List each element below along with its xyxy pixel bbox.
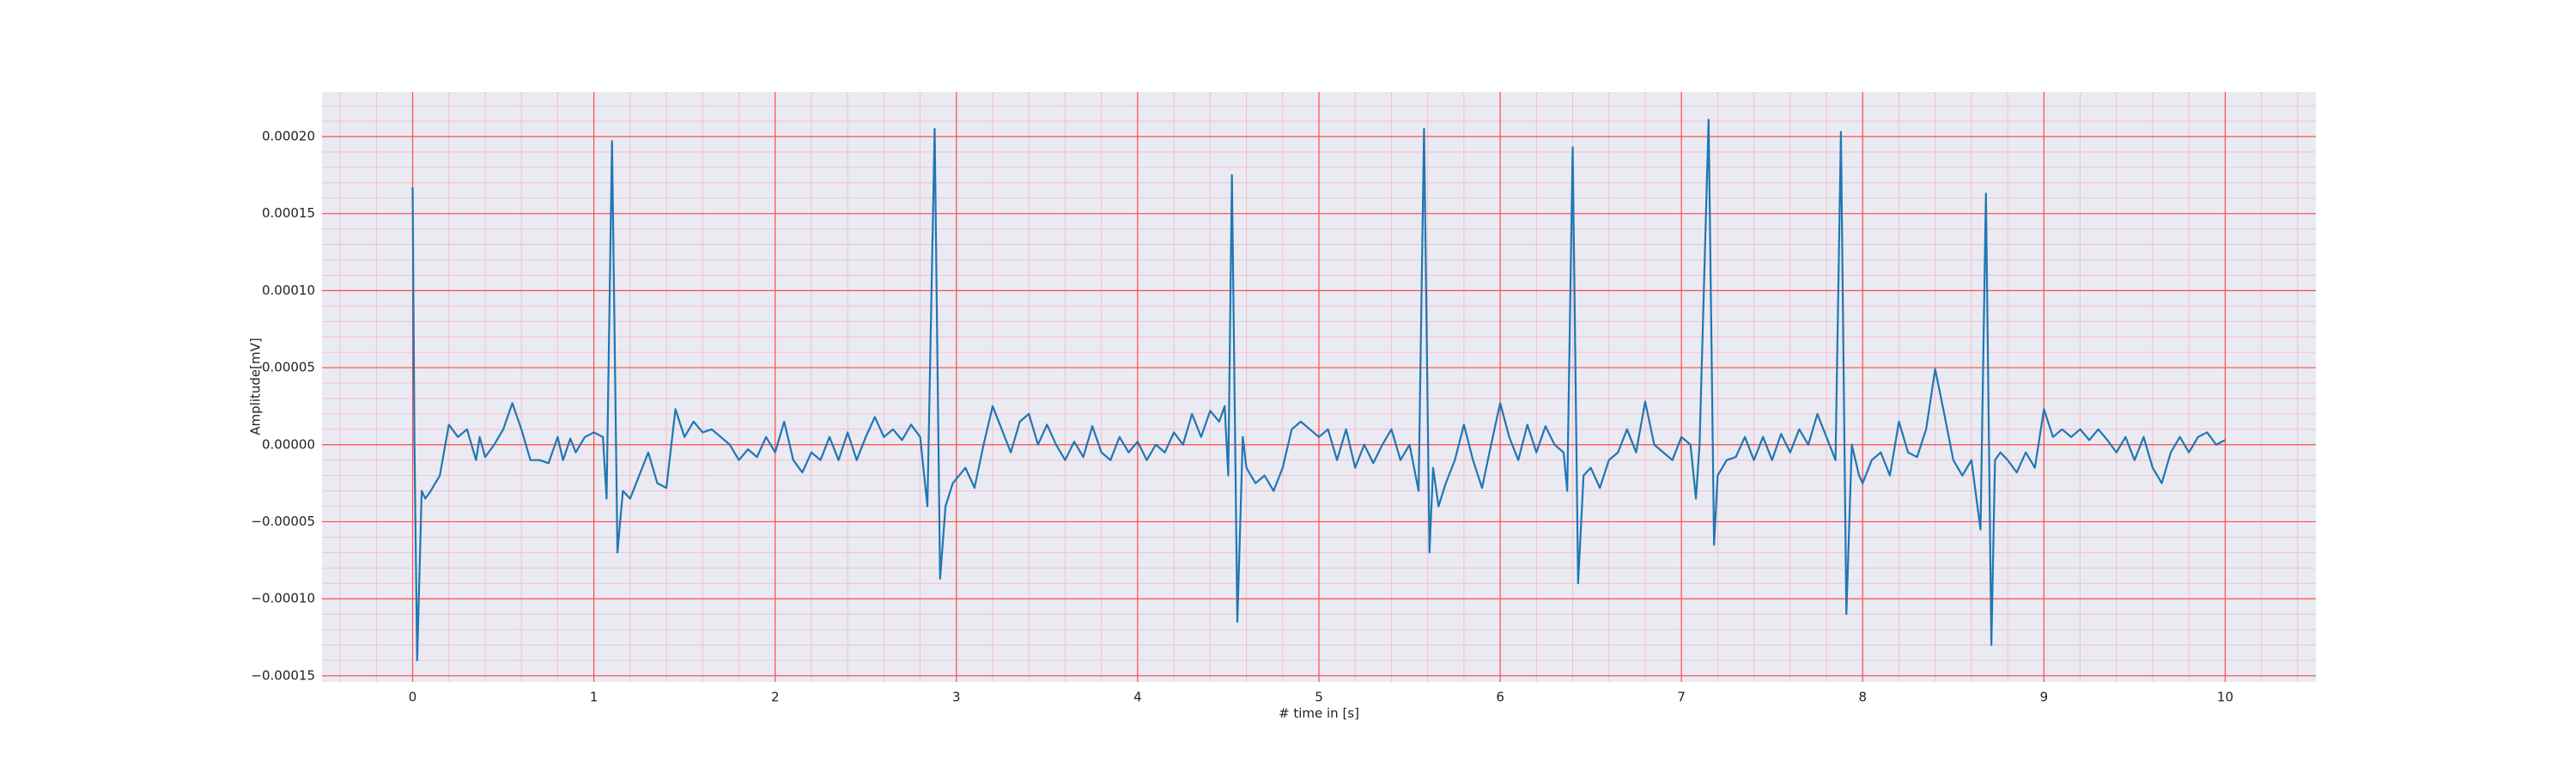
x-tick-label: 4 (1133, 690, 1142, 705)
y-tick-label: −0.00015 (251, 667, 315, 683)
x-tick-label: 3 (952, 690, 961, 705)
y-axis-label: Amplitude[mV] (248, 338, 264, 435)
y-tick-label: 0.00020 (262, 129, 315, 144)
y-tick-label: 0.00015 (262, 205, 315, 221)
y-tick-label: −0.00005 (251, 514, 315, 529)
y-tick-label: 0.00010 (262, 283, 315, 298)
x-axis-label: # time in [s] (1279, 706, 1359, 721)
x-tick-label: 8 (1858, 690, 1867, 705)
x-tick-label: 2 (771, 690, 780, 705)
x-tick-label: 10 (2217, 690, 2233, 705)
x-tick-label: 5 (1315, 690, 1323, 705)
x-tick-label: 9 (2040, 690, 2049, 705)
y-tick-label: −0.00010 (251, 591, 315, 606)
signal-line (411, 119, 2226, 661)
x-tick-label: 1 (590, 690, 598, 705)
y-tick-label: 0.00000 (262, 436, 315, 452)
x-tick-label: 7 (1677, 690, 1686, 705)
x-tick-label: 0 (409, 690, 417, 705)
x-tick-label: 6 (1496, 690, 1504, 705)
y-tick-label: 0.00005 (262, 360, 315, 375)
